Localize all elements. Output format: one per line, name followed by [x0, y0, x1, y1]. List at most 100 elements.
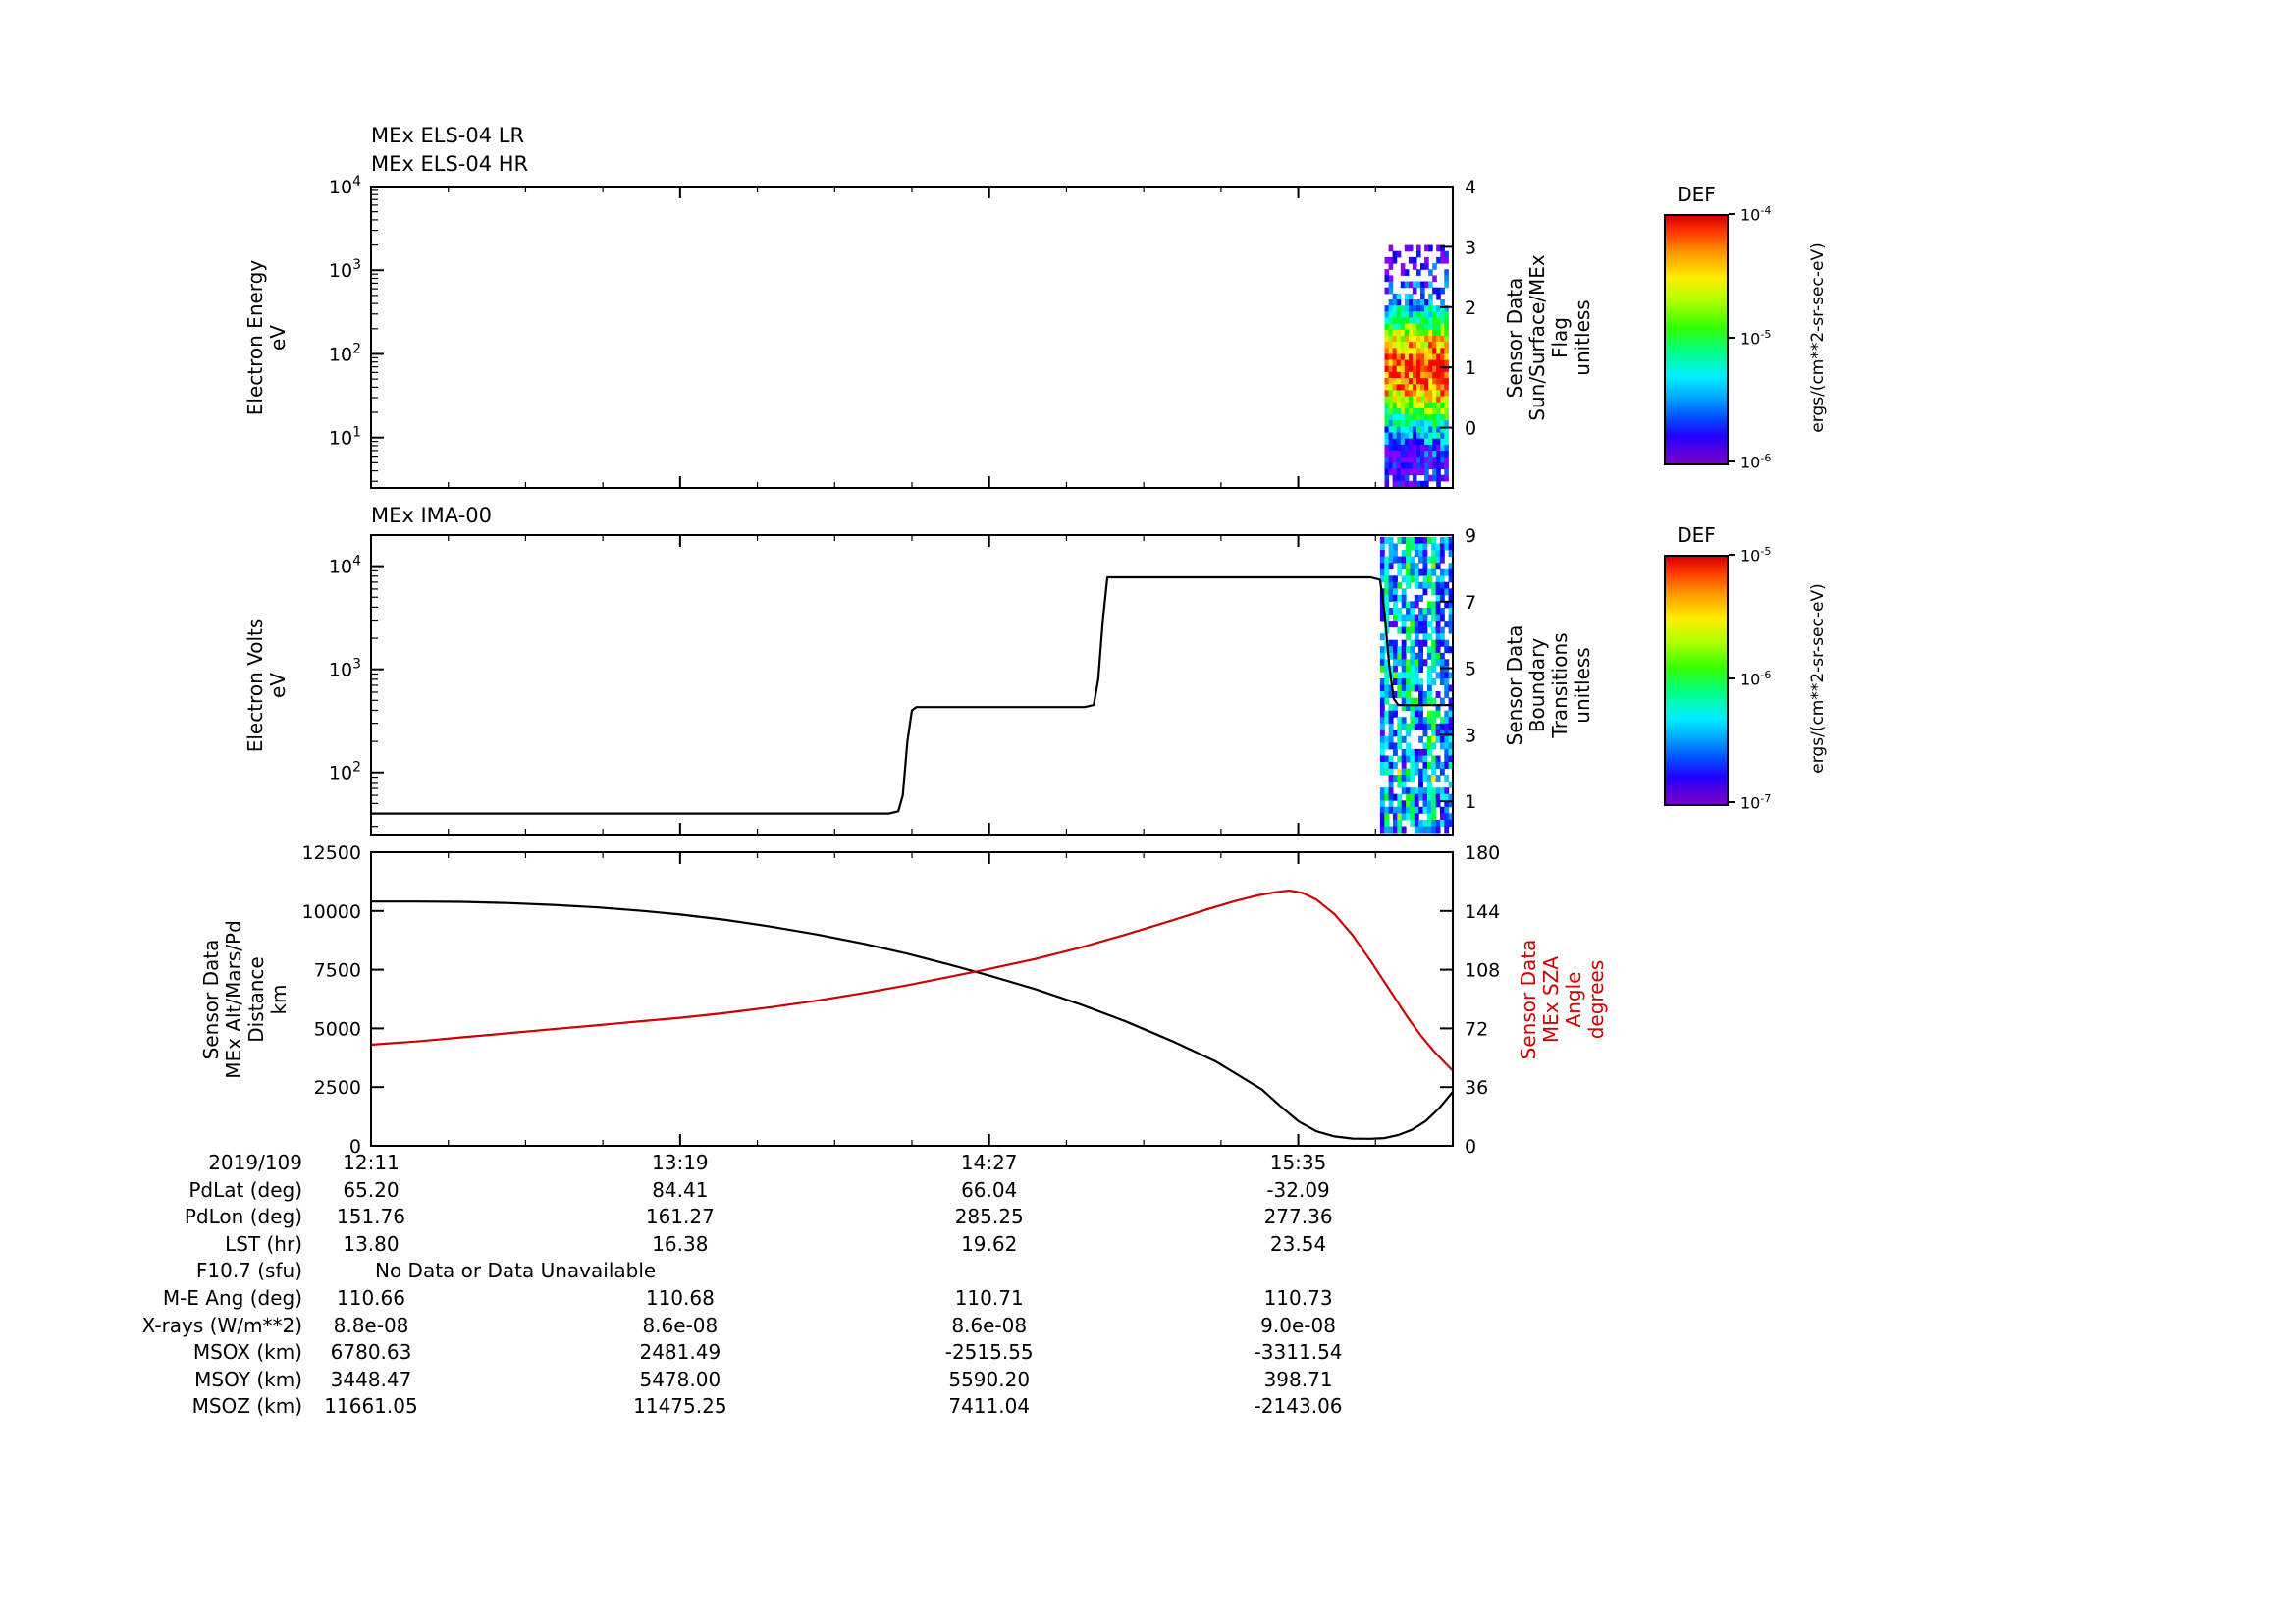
svg-text:103: 103 — [329, 657, 361, 681]
panel2-right-axis-label: Sensor Data Boundary Transitions unitless — [1503, 624, 1594, 746]
table-cell: 8.8e-08 — [333, 1313, 409, 1337]
table-cell: 5478.00 — [639, 1367, 721, 1391]
colorbar-gradient — [1664, 214, 1729, 465]
svg-text:102: 102 — [329, 760, 361, 784]
table-span-value: No Data or Data Unavailable — [375, 1259, 657, 1283]
table-cell: 19.62 — [961, 1231, 1018, 1256]
svg-text:12500: 12500 — [302, 842, 361, 864]
table-cell: 5590.20 — [948, 1367, 1031, 1391]
table-row-label: MSOX (km) — [192, 1340, 302, 1365]
table-cell: 151.76 — [337, 1205, 405, 1229]
svg-text:5000: 5000 — [314, 1018, 361, 1040]
panel1-y-axis-label: Electron Energy eV — [243, 259, 290, 416]
colorbar-tick — [1729, 677, 1735, 679]
altitude-line — [371, 900, 1454, 1140]
colorbar-unit-label: ergs/(cm**2-sr-sec-eV) — [1808, 583, 1828, 774]
colorbar-tick-label: 10-5 — [1740, 545, 1772, 566]
panel-frames-and-axes: 101 102 103 104 0 1 2 3 4 102 103 104 1 3 5 7 9 0 2500 5000… — [302, 174, 1501, 1158]
svg-text:0: 0 — [1465, 1136, 1476, 1158]
table-cell: 7411.04 — [948, 1394, 1031, 1419]
svg-text:9: 9 — [1465, 525, 1476, 547]
table-cell: 110.73 — [1263, 1286, 1333, 1310]
table-row-label: 2019/109 — [208, 1151, 302, 1174]
table-cell: 277.36 — [1263, 1205, 1333, 1229]
table-row-label: MSOZ (km) — [191, 1394, 302, 1419]
table-cell: 8.6e-08 — [951, 1313, 1028, 1337]
table-cell: 3448.47 — [330, 1367, 412, 1391]
svg-text:104: 104 — [329, 174, 361, 198]
svg-text:2500: 2500 — [314, 1077, 361, 1099]
table-cell: 398.71 — [1263, 1367, 1333, 1391]
table-cell: 16.38 — [652, 1231, 709, 1256]
svg-text:10000: 10000 — [302, 901, 361, 923]
table-cell: 285.25 — [954, 1205, 1024, 1229]
table-cell: 6780.63 — [330, 1340, 412, 1365]
svg-text:72: 72 — [1465, 1018, 1488, 1040]
colorbar-tick-label: 10-6 — [1740, 669, 1772, 689]
table-cell: 13:19 — [652, 1151, 709, 1174]
table-row-label: LST (hr) — [225, 1231, 302, 1256]
panel1-right-axis-label: Sensor Data Sun/Surface/MEx Flag unitless — [1503, 254, 1594, 421]
svg-text:5: 5 — [1465, 659, 1476, 680]
svg-text:3: 3 — [1465, 725, 1476, 746]
table-cell: 84.41 — [652, 1177, 709, 1202]
table-cell: -2143.06 — [1254, 1394, 1343, 1419]
ima-spectrogram — [1379, 537, 1454, 834]
table-cell: -32.09 — [1266, 1177, 1330, 1202]
table-row-label: X-rays (W/m**2) — [141, 1313, 302, 1337]
colorbar-tick-label: 10-6 — [1740, 452, 1772, 472]
colorbar-tick-label: 10-4 — [1740, 204, 1772, 225]
table-cell: 13.80 — [343, 1231, 400, 1256]
svg-text:36: 36 — [1465, 1077, 1488, 1099]
table-cell: 110.71 — [954, 1286, 1024, 1310]
svg-text:180: 180 — [1465, 842, 1500, 864]
table-row-label: PdLon (deg) — [184, 1205, 302, 1229]
colorbar-unit-label: ergs/(cm**2-sr-sec-eV) — [1808, 243, 1828, 433]
svg-text:101: 101 — [329, 425, 361, 450]
colorbar-1: DEF 10-4 10-5 10-6 ergs/(cm**2-sr-sec-eV) — [1664, 183, 1899, 507]
table-row-label: MSOY (km) — [194, 1367, 302, 1391]
els-spectrogram — [1384, 244, 1449, 488]
table-row-label: F10.7 (sfu) — [195, 1259, 302, 1283]
ima-scan-line — [371, 575, 1453, 815]
svg-text:103: 103 — [329, 257, 361, 282]
table-cell: 8.6e-08 — [642, 1313, 719, 1337]
panel2-title: MEx IMA-00 — [371, 504, 493, 527]
colorbar-tick — [1729, 460, 1735, 462]
svg-text:0: 0 — [349, 1136, 361, 1158]
colorbar-tick — [1729, 554, 1735, 556]
svg-text:144: 144 — [1465, 901, 1500, 923]
sza-line — [370, 889, 1454, 1072]
panel3-right-axis-label: Sensor Data MEx SZA Angle degrees — [1517, 939, 1608, 1060]
panel1-title-hr: MEx ELS-04 HR — [371, 152, 529, 176]
table-cell: -2515.55 — [944, 1340, 1034, 1365]
svg-text:1: 1 — [1465, 357, 1476, 379]
colorbar-tick-label: 10-7 — [1740, 792, 1772, 813]
table-row-label: M-E Ang (deg) — [162, 1286, 302, 1310]
panel2-y-axis-label: Electron Volts eV — [243, 618, 290, 753]
colorbar-tick-label: 10-5 — [1740, 328, 1772, 349]
table-cell: 9.0e-08 — [1260, 1313, 1336, 1337]
svg-text:102: 102 — [329, 341, 361, 365]
table-cell: 161.27 — [645, 1205, 715, 1229]
table-cell: 110.68 — [645, 1286, 715, 1310]
svg-text:2: 2 — [1465, 298, 1476, 319]
table-cell: -3311.54 — [1254, 1340, 1343, 1365]
table-cell: 110.66 — [337, 1286, 405, 1310]
svg-text:108: 108 — [1465, 960, 1500, 982]
svg-text:7500: 7500 — [314, 960, 361, 982]
table-cell: 23.54 — [1269, 1231, 1327, 1256]
table-cell: 15:35 — [1269, 1151, 1327, 1174]
panel3-y-axis-label: Sensor Data MEx Alt/Mars/Pd Distance km — [199, 920, 291, 1079]
table-cell: 66.04 — [961, 1177, 1018, 1202]
panel1-title-lr: MEx ELS-04 LR — [371, 124, 525, 147]
svg-text:7: 7 — [1465, 592, 1476, 614]
svg-text:4: 4 — [1465, 177, 1476, 198]
colorbar-tick — [1729, 213, 1735, 215]
svg-text:1: 1 — [1465, 791, 1476, 813]
colorbar-title: DEF — [1677, 523, 1716, 547]
colorbar-gradient — [1664, 555, 1729, 806]
table-row-label: PdLat (deg) — [188, 1177, 302, 1202]
